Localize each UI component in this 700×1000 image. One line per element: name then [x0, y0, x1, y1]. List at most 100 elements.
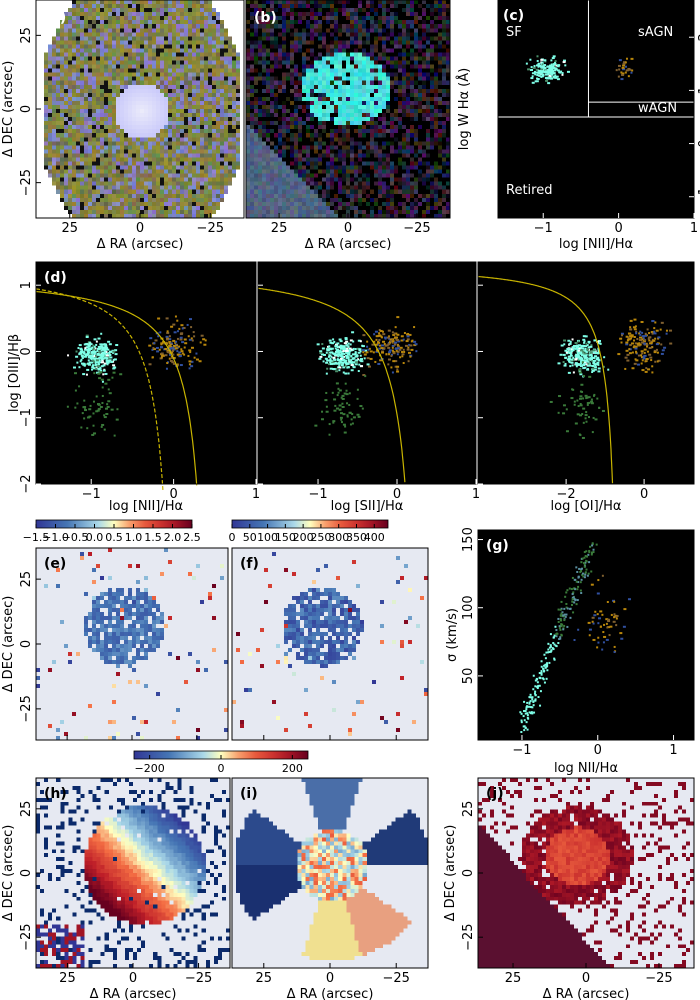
panel-d1-point [106, 405, 110, 408]
panel-d3-point [628, 332, 632, 335]
panel-c-point [541, 68, 544, 71]
panel-g-point [610, 613, 613, 616]
panel-d2-point [414, 343, 418, 346]
panel-d2-point [401, 355, 404, 358]
panel-d3-point [549, 400, 553, 403]
panel-d3-point [656, 351, 659, 354]
panel-d1-point [92, 348, 95, 351]
panel-g-point [599, 610, 603, 613]
panel-g-point [524, 710, 527, 713]
panel-d2-point [364, 349, 368, 352]
panel-d2-point [326, 359, 330, 362]
panel-d2-point [379, 359, 383, 362]
panel-f-image [232, 548, 428, 740]
panel-d2-point [339, 349, 342, 352]
panel-d2-point [325, 405, 328, 408]
panel-d3-point [594, 355, 598, 358]
panel-d3-point [577, 340, 580, 343]
panel-g-point [571, 600, 574, 603]
panel-d3-point [569, 340, 572, 343]
region-wagn-label: wAGN [638, 101, 677, 116]
panel-d3-point [596, 356, 600, 359]
panel-c-point [554, 67, 558, 70]
panel-d1-ylabel: log [OIII]/Hβ [7, 334, 22, 412]
panel-d1-point [171, 346, 174, 349]
panel-d2-point [327, 349, 330, 352]
panel-g-point [565, 602, 568, 605]
panel-d3-point [645, 334, 648, 337]
panel-j-ytick-label: −25 [461, 923, 476, 950]
panel-d2-point [334, 345, 338, 348]
panel-d2-point [338, 362, 341, 365]
panel-d2-point [378, 332, 381, 335]
panel-g-point [529, 696, 532, 699]
panel-d1-point [89, 357, 93, 360]
panel-d2-point [343, 392, 347, 395]
panel-d1-point [103, 352, 107, 355]
panel-g-point [540, 665, 543, 668]
panel-e-colorbar-tick-label: 0.0 [86, 531, 104, 544]
panel-d3-point [592, 367, 595, 370]
panel-d3-point [584, 414, 588, 417]
panel-g-point [563, 613, 566, 616]
panel-g-point [536, 681, 539, 684]
panel-d1-xtick-label: 1 [252, 487, 260, 502]
panel-d1-point [188, 349, 192, 352]
panel-d3-point [593, 368, 597, 371]
panel-d2-point [346, 347, 349, 350]
panel-d1-point [103, 416, 107, 419]
panel-g-point [596, 646, 599, 649]
panel-d3-point [597, 359, 601, 362]
panel-g-point [615, 617, 618, 620]
panel-d1-point [154, 339, 158, 342]
panel-d3-point [571, 347, 574, 350]
panel-c-point [545, 79, 549, 82]
panel-d-label: (d) [44, 270, 67, 286]
panel-d1-point [157, 317, 161, 320]
panel-g-point [553, 658, 556, 661]
panel-g-point [529, 712, 532, 715]
panel-d1-point [99, 345, 103, 348]
panel-d2-point [338, 366, 342, 369]
panel-d1-point [85, 334, 89, 337]
panel-d2-point [351, 422, 354, 425]
panel-g-point [557, 608, 560, 611]
panel-d3-point [628, 352, 632, 355]
panel-d3-point [576, 363, 580, 366]
panel-d2-point [387, 335, 390, 338]
panel-d3-point [646, 343, 649, 346]
panel-d3-point [566, 350, 570, 353]
panel-d1-point [153, 342, 156, 345]
panel-g-point [528, 705, 531, 708]
panel-c-point [563, 59, 567, 62]
panel-g-point [562, 627, 565, 630]
panel-g-point [580, 561, 583, 564]
panel-d3-point [633, 362, 637, 365]
panel-d3-point [581, 344, 585, 347]
panel-c-point [541, 73, 545, 76]
panel-g-point [583, 576, 586, 579]
panel-g-point [602, 641, 605, 644]
panel-d2-point [345, 393, 349, 396]
panel-h-xlabel: Δ RA (arcsec) [90, 987, 177, 1000]
panel-d2-point [357, 339, 361, 342]
panel-d3-point [579, 395, 583, 398]
panel-g-point [577, 585, 580, 588]
panel-c-point [536, 74, 539, 77]
panel-g-point [552, 642, 555, 645]
panel-g-point [597, 636, 600, 639]
panel-d3-point [645, 360, 648, 363]
panel-d1-point [103, 414, 106, 417]
panel-d3-point [576, 413, 580, 416]
panel-d1-point [82, 363, 85, 366]
panel-d1-point [92, 349, 96, 352]
panel-d3-point [582, 397, 585, 400]
panel-d2-point [328, 359, 332, 362]
panel-d1-point [199, 341, 202, 344]
panel-c-point [530, 77, 534, 80]
panel-d3-point [588, 354, 591, 357]
panel-c-point [535, 80, 539, 83]
panel-g-point [543, 653, 546, 656]
panel-d1-point [166, 349, 170, 352]
panel-d2-point [384, 337, 387, 340]
